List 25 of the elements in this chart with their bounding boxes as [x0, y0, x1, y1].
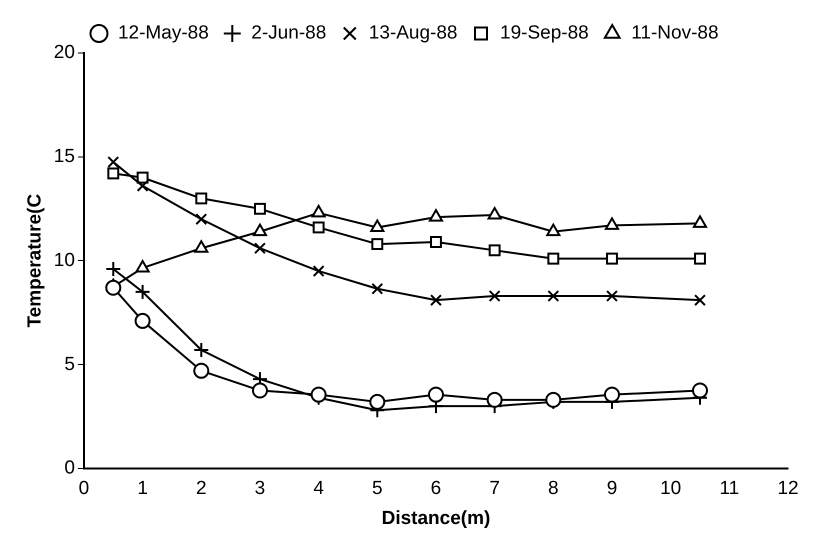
y-tick-label: 15 — [54, 146, 75, 168]
x-tick-label: 5 — [372, 478, 383, 500]
x-axis-title: Distance(m) — [382, 508, 490, 529]
x-tick-label: 4 — [313, 478, 324, 500]
x-tick-label: 11 — [719, 478, 740, 500]
y-tick-label: 10 — [54, 250, 75, 271]
y-tick-label: 0 — [64, 458, 75, 479]
legend-label: 19-Sep-88 — [500, 22, 589, 44]
y-tick-label: 20 — [54, 42, 75, 64]
x-tick-label: 1 — [137, 478, 148, 500]
legend-label: 12-May-88 — [118, 22, 209, 44]
x-tick-label: 7 — [489, 478, 500, 500]
x-tick-label: 12 — [777, 478, 799, 500]
y-axis-title: Temperature(C — [24, 194, 46, 328]
legend-label: 2-Jun-88 — [251, 22, 326, 44]
x-tick-label: 10 — [660, 478, 682, 500]
legend-label: 13-Aug-88 — [368, 22, 458, 44]
x-tick-label: 9 — [606, 478, 618, 500]
legend-label: 11-Nov-88 — [631, 22, 719, 44]
x-tick-label: 6 — [430, 478, 442, 500]
x-tick-label: 0 — [78, 478, 90, 500]
x-tick-label: 3 — [254, 478, 266, 500]
y-tick-label: 5 — [64, 354, 75, 375]
x-tick-label: 2 — [196, 478, 207, 500]
x-tick-label: 8 — [548, 478, 559, 500]
